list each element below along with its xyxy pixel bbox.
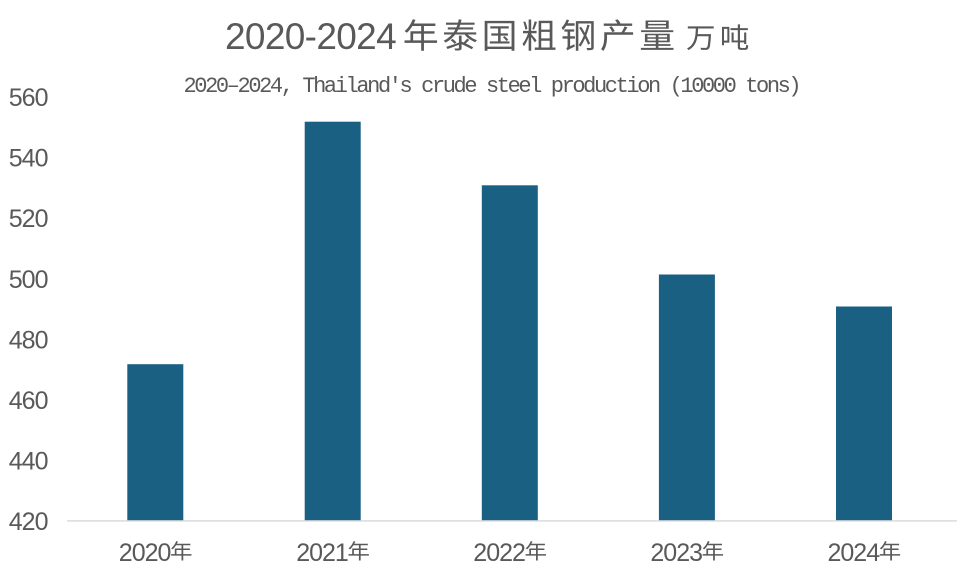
- svg-text:2020–2024, Thailand's crude st: 2020–2024, Thailand's crude steel produc…: [184, 74, 800, 99]
- svg-text:2023: 2023: [650, 539, 702, 567]
- svg-text:2022: 2022: [473, 539, 525, 567]
- svg-text:2021: 2021: [296, 539, 348, 567]
- svg-text:2020-2024: 2020-2024: [225, 16, 396, 57]
- svg-text:460: 460: [9, 387, 48, 415]
- svg-text:480: 480: [9, 326, 48, 354]
- svg-text:440: 440: [9, 448, 48, 476]
- svg-text:2024: 2024: [828, 539, 881, 567]
- svg-text:520: 520: [9, 205, 48, 233]
- svg-text:500: 500: [9, 266, 48, 294]
- svg-text:560: 560: [9, 84, 48, 112]
- svg-text:540: 540: [9, 145, 48, 173]
- svg-text:420: 420: [9, 508, 48, 536]
- svg-text:2020: 2020: [119, 539, 171, 567]
